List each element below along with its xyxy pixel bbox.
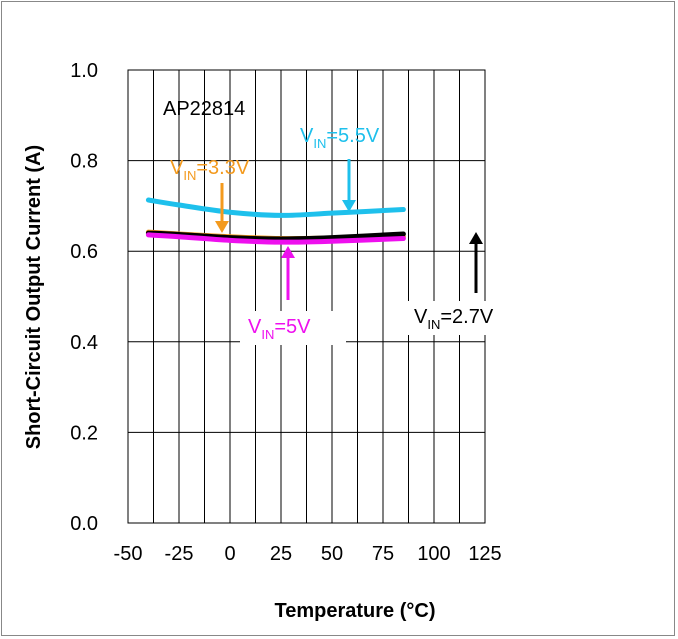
series-label-value: =5V: [274, 316, 311, 338]
y-tick-label: 0.6: [70, 241, 98, 263]
series-label-value: =5.5V: [326, 125, 379, 147]
annotation-arrow-head: [469, 232, 483, 244]
series-label-value: =2.7V: [440, 306, 493, 328]
annotation-background: [406, 301, 524, 335]
series-line-vin-5-5v: [145, 197, 406, 218]
x-axis-label: Temperature (°C): [275, 600, 436, 622]
x-tick-label: 0: [224, 543, 235, 565]
x-tick-label: 100: [417, 543, 450, 565]
annotation-vin-3-3v: VIN=3.3V: [170, 157, 250, 233]
series-label-main: V: [170, 157, 184, 179]
series-label-subscript: IN: [313, 136, 326, 151]
series-label-main: V: [414, 306, 428, 328]
annotation-arrow-head: [215, 221, 229, 233]
tick-labels: -50 -25 0 25 50 75 100 125 0.0 0.2 0.4 0.6 0.8 1.0: [70, 60, 502, 565]
y-tick-label: 0.2: [70, 422, 98, 444]
series-layer: [145, 197, 406, 245]
device-annotation: AP22814: [163, 98, 245, 120]
series-label-subscript: IN: [183, 168, 196, 183]
y-tick-label: 1.0: [70, 60, 98, 82]
series-line-vin-5v: [145, 232, 406, 245]
y-tick-label: 0.0: [70, 513, 98, 535]
x-tick-label: -50: [114, 543, 143, 565]
y-axis-label: Short-Circuit Output Current (A): [23, 145, 45, 449]
series-label: VIN=5.5V: [300, 125, 380, 151]
annotation-vin-5v: VIN=5V: [240, 246, 346, 345]
x-tick-label: 125: [468, 543, 501, 565]
x-tick-label: 75: [372, 543, 394, 565]
series-label-value: =3.3V: [196, 157, 249, 179]
series-label: VIN=5V: [248, 316, 311, 342]
annotation-background: [240, 311, 346, 345]
series-label-subscript: IN: [261, 327, 274, 342]
series-label-main: V: [300, 125, 314, 147]
annotation-arrow-head: [342, 200, 356, 212]
x-tick-label: -25: [165, 543, 194, 565]
y-tick-label: 0.4: [70, 332, 98, 354]
series-label-subscript: IN: [427, 317, 440, 332]
series-label: VIN=3.3V: [170, 157, 250, 183]
x-tick-label: 25: [270, 543, 292, 565]
y-tick-label: 0.8: [70, 151, 98, 173]
x-tick-label: 50: [321, 543, 343, 565]
annotation-vin-2-7v: VIN=2.7V: [406, 232, 524, 335]
series-label-main: V: [248, 316, 262, 338]
plot-area-border: [127, 69, 486, 524]
series-label: VIN=2.7V: [414, 306, 494, 332]
annotation-arrow-head: [281, 246, 295, 258]
annotation-vin-5-5v: VIN=5.5V: [300, 125, 380, 212]
